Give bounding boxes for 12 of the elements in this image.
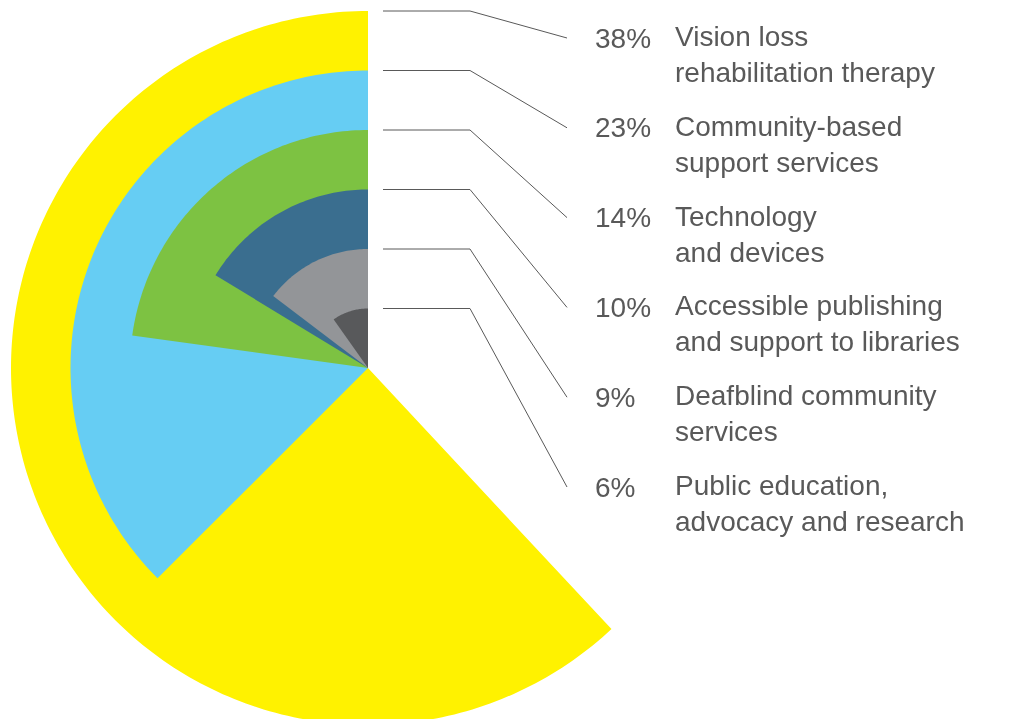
data-label: 38%: [595, 23, 652, 54]
category-label: Accessible publishing and support to libraries: [675, 290, 960, 358]
data-label: 9%: [595, 382, 636, 413]
data-label: 14%: [595, 202, 652, 233]
data-label: 23%: [595, 112, 652, 143]
category-label: Vision loss rehabilitation therapy: [675, 21, 935, 89]
category-label: Deafblind community services: [675, 380, 937, 448]
category-label: Technology and devices: [675, 201, 825, 269]
category-label: Community-based support services: [675, 111, 903, 179]
category-label: Public education, advocacy and research: [675, 470, 965, 538]
data-label: 10%: [595, 292, 652, 323]
data-label: 6%: [595, 472, 636, 503]
